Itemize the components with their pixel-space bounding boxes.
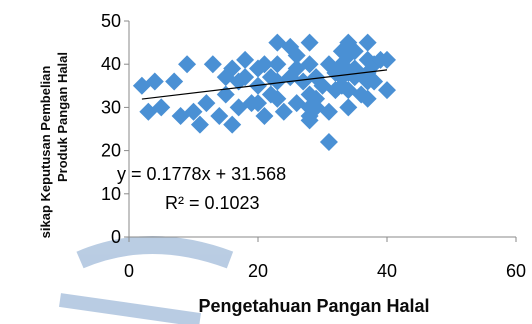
data-point	[178, 55, 197, 74]
data-point	[358, 89, 377, 108]
data-point	[287, 46, 306, 65]
x-tick-label: 20	[248, 261, 268, 281]
r-squared-label: R² = 0.1023	[165, 193, 260, 213]
data-point	[268, 89, 287, 108]
data-point	[339, 98, 358, 117]
data-point	[190, 115, 209, 134]
y-axis: 0 10 20 30 40 50	[101, 11, 130, 247]
data-point	[184, 102, 203, 121]
y-axis-label-line-2: Produk Pangan Halal	[55, 52, 70, 182]
y-tick-label: 40	[101, 54, 121, 74]
trendline	[141, 69, 388, 100]
data-point	[358, 33, 377, 52]
data-point	[249, 59, 267, 78]
data-point	[223, 115, 242, 134]
data-point	[223, 59, 242, 78]
data-point	[378, 81, 396, 100]
x-tick-label: 0	[124, 261, 134, 281]
data-point	[287, 59, 306, 78]
y-tick-label: 50	[101, 11, 121, 31]
data-point	[210, 107, 229, 126]
x-tick-label: 60	[506, 261, 526, 281]
data-point	[255, 55, 274, 74]
data-points	[132, 33, 396, 151]
data-point	[197, 94, 216, 113]
data-point	[203, 55, 222, 74]
y-tick-label: 0	[111, 227, 121, 247]
data-point	[378, 50, 396, 69]
data-point	[249, 94, 267, 113]
watermark	[59, 236, 234, 324]
data-point	[274, 102, 293, 121]
y-tick-label: 30	[101, 97, 121, 117]
trendline-group	[141, 69, 388, 100]
data-point	[236, 68, 255, 87]
trendline-equation: y = 0.1778x + 31.568	[117, 164, 286, 184]
data-point	[255, 107, 274, 126]
x-axis-label: Pengetahuan Pangan Halal	[198, 296, 429, 316]
data-point	[300, 111, 319, 130]
data-point	[365, 72, 384, 91]
y-axis-label-line-1: sikap Keputusan Pembelian	[38, 66, 53, 239]
data-point	[319, 102, 338, 121]
data-point	[268, 55, 287, 74]
data-point	[300, 33, 319, 52]
data-point	[300, 55, 319, 74]
data-point	[152, 98, 171, 117]
x-tick-label: 40	[377, 261, 397, 281]
data-point	[165, 72, 184, 91]
y-tick-label: 10	[101, 184, 121, 204]
y-axis-label: sikap Keputusan Pembelian Produk Pangan …	[38, 52, 70, 238]
data-point	[345, 42, 364, 61]
y-tick-label: 20	[101, 141, 121, 161]
x-axis: 0 20 40 60	[124, 236, 526, 281]
data-point	[145, 72, 164, 91]
data-point	[236, 50, 255, 69]
data-point	[319, 132, 338, 151]
